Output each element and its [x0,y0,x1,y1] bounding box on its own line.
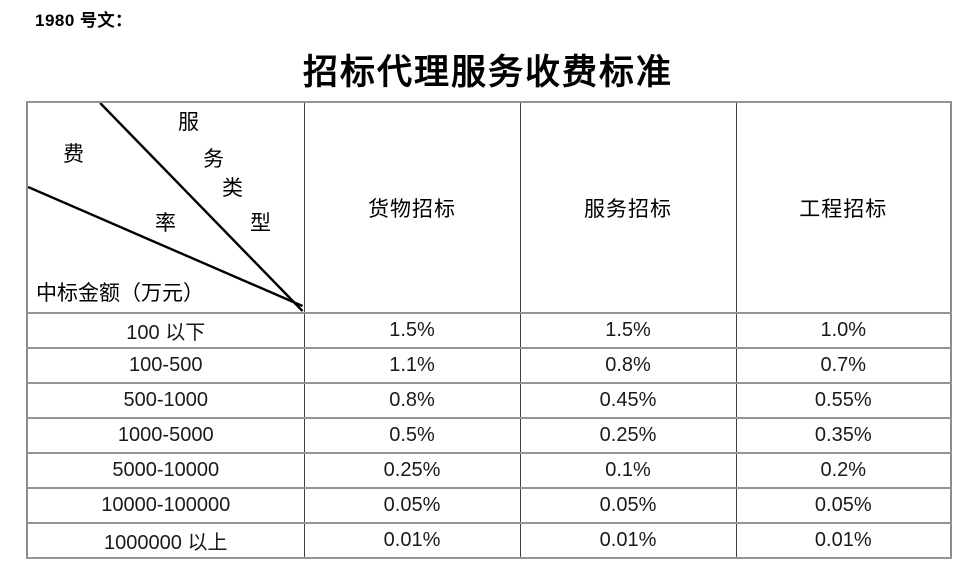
amount-range-cell: 100 以下 [26,312,305,349]
document-reference: 1980 号文： [35,11,133,30]
corner-label-service-type: 服 [178,110,199,134]
page-title: 招标代理服务收费标准 [302,53,673,92]
diagonal-line-upper [99,103,304,312]
amount-range-cell: 100-500 [26,347,305,384]
rate-cell: 0.35% [735,417,952,454]
rate-cell: 0.5% [303,417,521,454]
diagonal-corner-cell: 费 率 服 务 类 型 中标金额（万元） [26,101,305,314]
rate-cell: 0.05% [303,487,521,524]
rate-cell: 1.0% [735,312,952,349]
rate-cell: 1.5% [303,312,521,349]
rate-cell: 0.45% [519,382,737,419]
corner-label-service-type: 类 [222,176,243,200]
corner-label-rate: 率 [155,211,176,235]
diagonal-line-lower [28,185,303,308]
rate-cell: 0.01% [519,522,737,559]
diagonal-lines [28,103,304,312]
column-header-goods: 货物招标 [303,101,521,314]
fee-standard-table: 费 率 服 务 类 型 中标金额（万元） 货物招标 服务招标 工程招标 100 … [26,101,952,559]
amount-range-cell: 500-1000 [26,382,305,419]
table-header-row: 费 率 服 务 类 型 中标金额（万元） 货物招标 服务招标 工程招标 [26,101,952,314]
rate-cell: 0.7% [735,347,952,384]
amount-range-cell: 1000-5000 [26,417,305,454]
table-row: 100 以下 1.5% 1.5% 1.0% [26,312,952,349]
amount-range-cell: 10000-100000 [26,487,305,524]
corner-label-service-type: 务 [203,147,224,171]
rate-cell: 0.1% [519,452,737,489]
table-row: 100-500 1.1% 0.8% 0.7% [26,347,952,384]
column-header-engineering: 工程招标 [735,101,952,314]
table-row: 1000-5000 0.5% 0.25% 0.35% [26,417,952,454]
table-row: 5000-10000 0.25% 0.1% 0.2% [26,452,952,489]
rate-cell: 0.2% [735,452,952,489]
rate-cell: 0.25% [519,417,737,454]
rate-cell: 0.55% [735,382,952,419]
rate-cell: 0.05% [519,487,737,524]
corner-row-axis-label: 中标金额（万元） [36,281,204,305]
column-header-service: 服务招标 [519,101,737,314]
rate-cell: 1.5% [519,312,737,349]
rate-cell: 0.01% [735,522,952,559]
table-row: 10000-100000 0.05% 0.05% 0.05% [26,487,952,524]
rate-cell: 0.8% [303,382,521,419]
rate-cell: 0.01% [303,522,521,559]
amount-range-cell: 5000-10000 [26,452,305,489]
amount-range-cell: 1000000 以上 [26,522,305,559]
corner-label-fee: 费 [63,142,84,166]
rate-cell: 0.05% [735,487,952,524]
table-row: 1000000 以上 0.01% 0.01% 0.01% [26,522,952,559]
rate-cell: 0.8% [519,347,737,384]
rate-cell: 0.25% [303,452,521,489]
rate-cell: 1.1% [303,347,521,384]
table-row: 500-1000 0.8% 0.45% 0.55% [26,382,952,419]
corner-label-service-type: 型 [250,211,271,235]
